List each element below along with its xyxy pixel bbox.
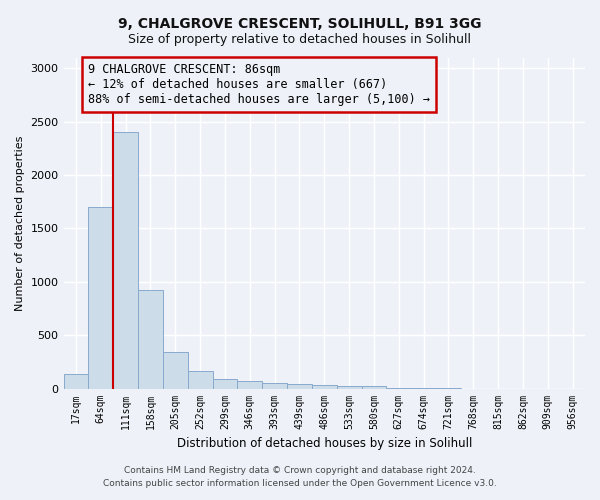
Text: 9, CHALGROVE CRESCENT, SOLIHULL, B91 3GG: 9, CHALGROVE CRESCENT, SOLIHULL, B91 3GG bbox=[118, 18, 482, 32]
Bar bbox=[188, 372, 212, 388]
Text: Size of property relative to detached houses in Solihull: Size of property relative to detached ho… bbox=[128, 32, 472, 46]
Bar bbox=[64, 374, 88, 388]
Bar bbox=[113, 132, 138, 388]
Bar bbox=[287, 384, 312, 388]
Y-axis label: Number of detached properties: Number of detached properties bbox=[15, 136, 25, 310]
Bar bbox=[262, 383, 287, 388]
Text: Contains HM Land Registry data © Crown copyright and database right 2024.
Contai: Contains HM Land Registry data © Crown c… bbox=[103, 466, 497, 487]
Bar bbox=[312, 386, 337, 388]
Bar bbox=[163, 352, 188, 389]
Bar bbox=[238, 381, 262, 388]
Text: 9 CHALGROVE CRESCENT: 86sqm
← 12% of detached houses are smaller (667)
88% of se: 9 CHALGROVE CRESCENT: 86sqm ← 12% of det… bbox=[88, 63, 430, 106]
Bar bbox=[337, 386, 362, 388]
Bar bbox=[362, 386, 386, 388]
Bar bbox=[138, 290, 163, 388]
Bar bbox=[212, 379, 238, 388]
Bar bbox=[88, 207, 113, 388]
X-axis label: Distribution of detached houses by size in Solihull: Distribution of detached houses by size … bbox=[176, 437, 472, 450]
